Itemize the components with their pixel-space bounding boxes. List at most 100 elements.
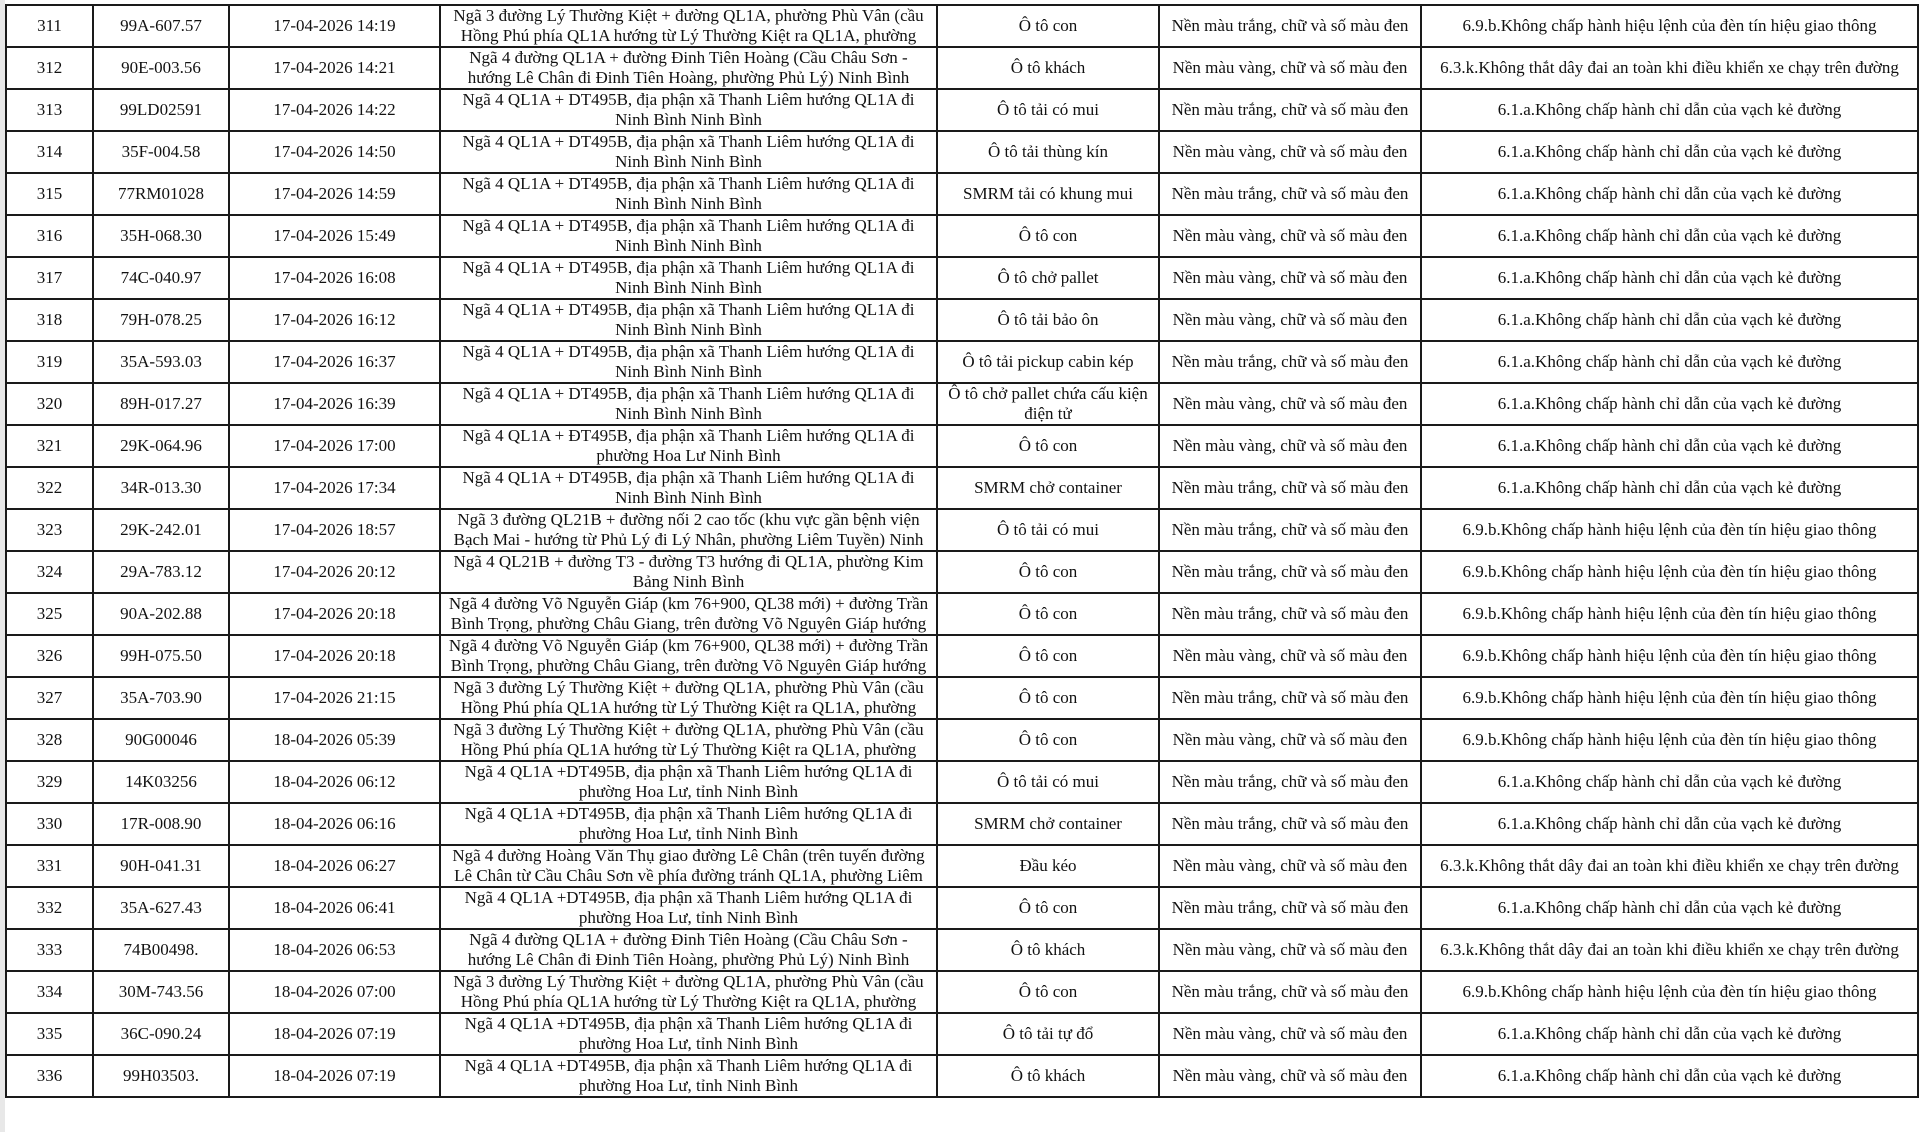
location-cell: Ngã 4 QL1A + DT495B, địa phận xã Thanh L…: [439, 88, 938, 132]
vehicle-type-cell: Ô tô con: [936, 886, 1160, 930]
location-cell: Ngã 4 đường Võ Nguyễn Giáp (km 76+900, Q…: [439, 634, 938, 678]
violation-time-cell: 17-04-2026 14:50: [228, 130, 441, 174]
license-plate-cell: 77RM01028: [92, 172, 230, 216]
plate-color-cell: Nền màu trắng, chữ và số màu đen: [1158, 802, 1422, 846]
plate-color-cell: Nền màu trắng, chữ và số màu đen: [1158, 886, 1422, 930]
location-cell: Ngã 4 QL21B + đường T3 - đường T3 hướng …: [439, 550, 938, 594]
row-number-cell: 315: [5, 172, 94, 216]
table-row: 329 14K03256 18-04-2026 06:12 Ngã 4 QL1A +D…: [5, 760, 1919, 804]
violation-time-cell: 18-04-2026 06:53: [228, 928, 441, 972]
table-row: 330 17R-008.90 18-04-2026 06:16 Ngã 4 QL1A …: [5, 802, 1919, 846]
violation-cell: 6.3.k.Không thắt dây đai an toàn khi điề…: [1420, 844, 1919, 888]
table-row: 332 35A-627.43 18-04-2026 06:41 Ngã 4 QL1A …: [5, 886, 1919, 930]
location-cell: Ngã 4 đường Võ Nguyễn Giáp (km 76+900, Q…: [439, 592, 938, 636]
row-number-cell: 335: [5, 1012, 94, 1056]
table-row: 322 34R-013.30 17-04-2026 17:34 Ngã 4 QL1A …: [5, 466, 1919, 510]
vehicle-type-cell: SMRM chở container: [936, 802, 1160, 846]
location-cell: Ngã 4 QL1A + DT495B, địa phận xã Thanh L…: [439, 172, 938, 216]
vehicle-type-cell: Ô tô chở pallet chứa cấu kiện điện tử: [936, 382, 1160, 426]
plate-color-cell: Nền màu trắng, chữ và số màu đen: [1158, 592, 1422, 636]
location-cell: Ngã 4 QL1A + DT495B, địa phận xã Thanh L…: [439, 256, 938, 300]
plate-color-cell: Nền màu vàng, chữ và số màu đen: [1158, 718, 1422, 762]
row-number-cell: 325: [5, 592, 94, 636]
table-row: 324 29A-783.12 17-04-2026 20:12 Ngã 4 QL21B…: [5, 550, 1919, 594]
violation-time-cell: 18-04-2026 06:16: [228, 802, 441, 846]
violation-cell: 6.1.a.Không chấp hành chỉ dẫn của vạch k…: [1420, 172, 1919, 216]
violation-cell: 6.9.b.Không chấp hành hiệu lệnh của đèn …: [1420, 676, 1919, 720]
license-plate-cell: 99LD02591: [92, 88, 230, 132]
location-cell: Ngã 4 đường Hoàng Văn Thụ giao đường Lê …: [439, 844, 938, 888]
table-row: 313 99LD02591 17-04-2026 14:22 Ngã 4 QL1A +…: [5, 88, 1919, 132]
row-number-cell: 322: [5, 466, 94, 510]
license-plate-cell: 90G00046: [92, 718, 230, 762]
license-plate-cell: 35A-703.90: [92, 676, 230, 720]
violation-time-cell: 17-04-2026 21:15: [228, 676, 441, 720]
violation-cell: 6.9.b.Không chấp hành hiệu lệnh của đèn …: [1420, 970, 1919, 1014]
violation-cell: 6.1.a.Không chấp hành chỉ dẫn của vạch k…: [1420, 214, 1919, 258]
license-plate-cell: 99A-607.57: [92, 4, 230, 48]
vehicle-type-cell: Ô tô con: [936, 718, 1160, 762]
violation-cell: 6.1.a.Không chấp hành chỉ dẫn của vạch k…: [1420, 88, 1919, 132]
violation-cell: 6.3.k.Không thắt dây đai an toàn khi điề…: [1420, 928, 1919, 972]
vehicle-type-cell: Ô tô khách: [936, 46, 1160, 90]
row-number-cell: 317: [5, 256, 94, 300]
vehicle-type-cell: Ô tô chở pallet: [936, 256, 1160, 300]
violation-cell: 6.9.b.Không chấp hành hiệu lệnh của đèn …: [1420, 508, 1919, 552]
row-number-cell: 329: [5, 760, 94, 804]
table-row: 320 89H-017.27 17-04-2026 16:39 Ngã 4 QL1A …: [5, 382, 1919, 426]
license-plate-cell: 35H-068.30: [92, 214, 230, 258]
license-plate-cell: 90A-202.88: [92, 592, 230, 636]
page-margin: [0, 0, 5, 1132]
plate-color-cell: Nền màu vàng, chữ và số màu đen: [1158, 1012, 1422, 1056]
table-row: 319 35A-593.03 17-04-2026 16:37 Ngã 4 QL1A …: [5, 340, 1919, 384]
violation-cell: 6.1.a.Không chấp hành chỉ dẫn của vạch k…: [1420, 298, 1919, 342]
violation-cell: 6.1.a.Không chấp hành chỉ dẫn của vạch k…: [1420, 886, 1919, 930]
plate-color-cell: Nền màu vàng, chữ và số màu đen: [1158, 130, 1422, 174]
violation-cell: 6.1.a.Không chấp hành chỉ dẫn của vạch k…: [1420, 382, 1919, 426]
location-cell: Ngã 4 đường QL1A + đường Đinh Tiên Hoàng…: [439, 46, 938, 90]
row-number-cell: 318: [5, 298, 94, 342]
violations-table: 311 99A-607.57 17-04-2026 14:19 Ngã 3 đường…: [5, 4, 1919, 1098]
plate-color-cell: Nền màu vàng, chữ và số màu đen: [1158, 844, 1422, 888]
vehicle-type-cell: Ô tô tải có mui: [936, 508, 1160, 552]
license-plate-cell: 99H03503.: [92, 1054, 230, 1098]
table-row: 314 35F-004.58 17-04-2026 14:50 Ngã 4 QL1A …: [5, 130, 1919, 174]
row-number-cell: 319: [5, 340, 94, 384]
violation-cell: 6.9.b.Không chấp hành hiệu lệnh của đèn …: [1420, 718, 1919, 762]
license-plate-cell: 90E-003.56: [92, 46, 230, 90]
license-plate-cell: 35F-004.58: [92, 130, 230, 174]
violation-cell: 6.1.a.Không chấp hành chỉ dẫn của vạch k…: [1420, 256, 1919, 300]
table-row: 311 99A-607.57 17-04-2026 14:19 Ngã 3 đường…: [5, 4, 1919, 48]
plate-color-cell: Nền màu trắng, chữ và số màu đen: [1158, 88, 1422, 132]
row-number-cell: 316: [5, 214, 94, 258]
location-cell: Ngã 4 đường QL1A + đường Đinh Tiên Hoàng…: [439, 928, 938, 972]
table-row: 331 90H-041.31 18-04-2026 06:27 Ngã 4 đường…: [5, 844, 1919, 888]
row-number-cell: 331: [5, 844, 94, 888]
plate-color-cell: Nền màu vàng, chữ và số màu đen: [1158, 256, 1422, 300]
location-cell: Ngã 4 QL1A + DT495B, địa phận xã Thanh L…: [439, 466, 938, 510]
row-number-cell: 328: [5, 718, 94, 762]
location-cell: Ngã 4 QL1A + DT495B, địa phận xã Thanh L…: [439, 298, 938, 342]
table-row: 312 90E-003.56 17-04-2026 14:21 Ngã 4 đường…: [5, 46, 1919, 90]
location-cell: Ngã 4 QL1A + DT495B, địa phận xã Thanh L…: [439, 382, 938, 426]
table-body: 311 99A-607.57 17-04-2026 14:19 Ngã 3 đường…: [5, 4, 1919, 1098]
plate-color-cell: Nền màu vàng, chữ và số màu đen: [1158, 382, 1422, 426]
violation-cell: 6.9.b.Không chấp hành hiệu lệnh của đèn …: [1420, 634, 1919, 678]
violation-time-cell: 17-04-2026 14:21: [228, 46, 441, 90]
table-row: 335 36C-090.24 18-04-2026 07:19 Ngã 4 QL1A …: [5, 1012, 1919, 1056]
vehicle-type-cell: Ô tô tải pickup cabin kép: [936, 340, 1160, 384]
plate-color-cell: Nền màu trắng, chữ và số màu đen: [1158, 676, 1422, 720]
plate-color-cell: Nền màu trắng, chữ và số màu đen: [1158, 172, 1422, 216]
vehicle-type-cell: Ô tô khách: [936, 928, 1160, 972]
vehicle-type-cell: Đầu kéo: [936, 844, 1160, 888]
row-number-cell: 326: [5, 634, 94, 678]
vehicle-type-cell: SMRM chở container: [936, 466, 1160, 510]
violation-time-cell: 17-04-2026 16:37: [228, 340, 441, 384]
row-number-cell: 321: [5, 424, 94, 468]
vehicle-type-cell: Ô tô con: [936, 592, 1160, 636]
table-row: 321 29K-064.96 17-04-2026 17:00 Ngã 4 QL1A …: [5, 424, 1919, 468]
plate-color-cell: Nền màu trắng, chữ và số màu đen: [1158, 550, 1422, 594]
license-plate-cell: 14K03256: [92, 760, 230, 804]
plate-color-cell: Nền màu trắng, chữ và số màu đen: [1158, 508, 1422, 552]
violation-cell: 6.1.a.Không chấp hành chỉ dẫn của vạch k…: [1420, 1012, 1919, 1056]
